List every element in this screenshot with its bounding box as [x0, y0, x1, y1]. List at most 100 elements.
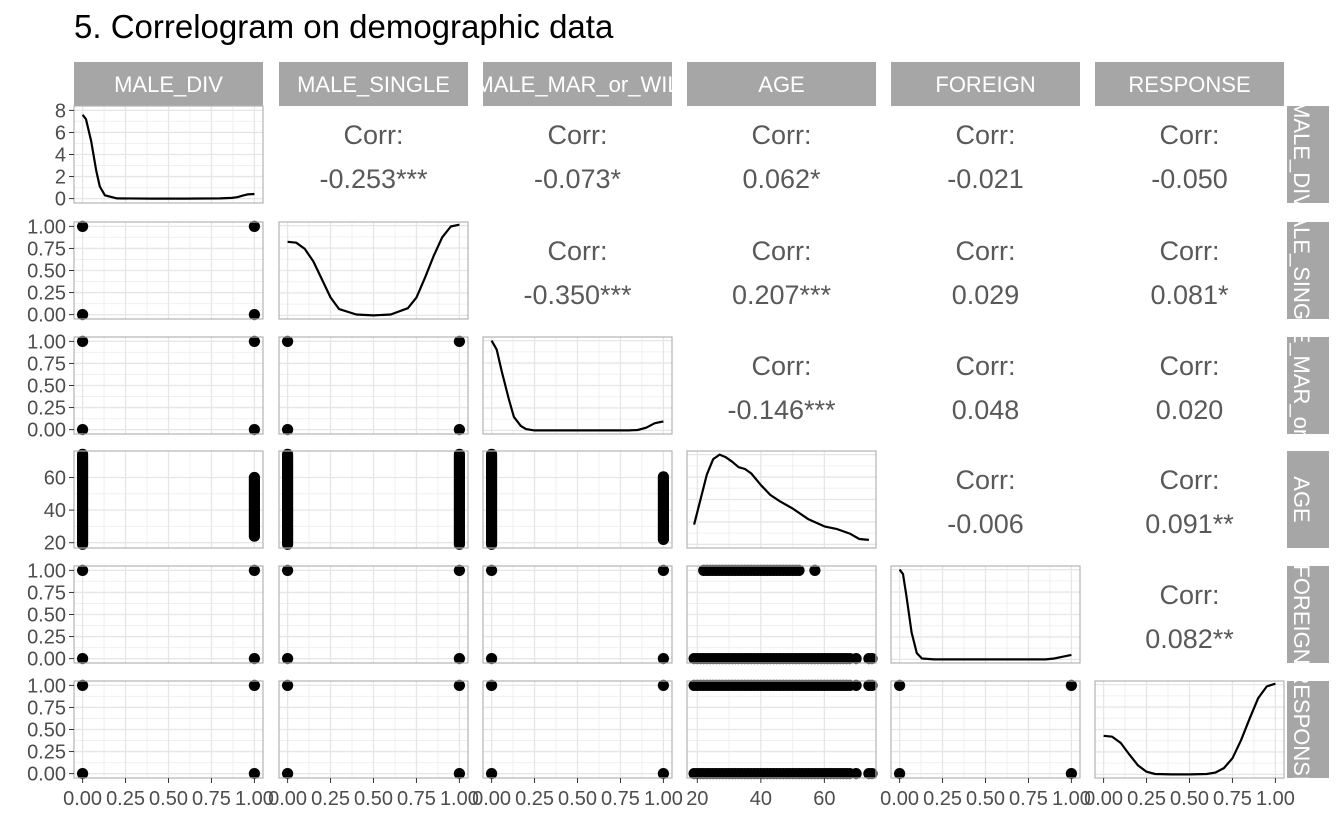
scatter-point: [1065, 768, 1077, 780]
panel-border: [686, 450, 877, 549]
scatter-point: [248, 768, 260, 780]
corr-value: -0.146***: [727, 395, 836, 425]
corr-label: Corr:: [344, 120, 404, 150]
corr-label: Corr:: [956, 465, 1016, 495]
x-tick-label: 0.75: [601, 788, 640, 810]
y-tick-label: 0.75: [27, 697, 66, 719]
y-tick-label: 0.50: [27, 605, 66, 627]
x-tick-label: 0.50: [149, 788, 188, 810]
scatter-point: [793, 564, 805, 577]
density-line-male_single: [287, 223, 460, 317]
corr-value: 0.062*: [742, 164, 821, 194]
scatter-point: [282, 335, 294, 347]
strip-top-label: FOREIGN: [935, 72, 1035, 97]
x-tick-label: 0.25: [923, 788, 962, 810]
scatter-point: [77, 564, 89, 577]
x-tick-label: 0.25: [311, 788, 350, 810]
scatter-point: [77, 220, 89, 232]
panel-border: [890, 565, 1081, 664]
strip-right-male_single: [1287, 222, 1329, 319]
strip-top-label: MALE_MAR_or_WIL: [475, 72, 679, 97]
panel-grid: MALE_DIV MALE_SINGLE MALE_MAR_or_WIL AGE FOR…: [27, 62, 1329, 810]
scatter-point: [486, 448, 498, 460]
density-line-male_mar_or_wil: [490, 340, 664, 432]
scatter-point: [894, 768, 906, 780]
chart-title: 5. Correlogram on demographic data: [74, 8, 614, 45]
y-tick-label: 6: [55, 122, 66, 144]
x-tick-label: 0.50: [354, 788, 393, 810]
corr-value: -0.006: [947, 509, 1024, 539]
scatter-point: [282, 448, 294, 460]
x-tick-label: 0.00: [472, 788, 511, 810]
panel-border: [686, 565, 877, 664]
scatter-point: [453, 335, 465, 347]
y-tick-label: 0.00: [27, 305, 66, 327]
scatter-point: [486, 768, 498, 780]
corr-value: 0.029: [952, 280, 1020, 310]
strip-top-label: MALE_SINGLE: [297, 72, 450, 97]
strip-right-label: FOREIGN: [1289, 564, 1314, 664]
y-tick-label: 0.25: [27, 283, 66, 305]
scatter-point: [77, 424, 89, 436]
scatter-point: [453, 448, 465, 460]
density-line-age: [693, 453, 870, 541]
scatter-point: [486, 679, 498, 692]
corr-value: 0.091**: [1145, 509, 1234, 539]
corr-value: -0.050: [1151, 164, 1228, 194]
x-tick-label: 1.00: [235, 788, 274, 810]
scatter-point: [282, 768, 294, 780]
scatter-point: [866, 679, 878, 692]
corr-label: Corr:: [548, 236, 608, 266]
corr-value: 0.207***: [732, 280, 832, 310]
strip-right-label: RESPONSE: [1289, 668, 1314, 790]
scatter-point: [486, 653, 498, 665]
panel-border: [482, 450, 673, 549]
scatter-point: [894, 679, 906, 692]
panel-border: [482, 565, 673, 664]
x-tick-label: 0.25: [515, 788, 554, 810]
corr-value: 0.020: [1156, 395, 1224, 425]
strip-right-label: MALE_SINGLE: [1289, 194, 1314, 347]
strip-top-label: AGE: [758, 72, 804, 97]
y-tick-label: 0.50: [27, 376, 66, 398]
density-line-response: [1103, 682, 1276, 776]
scatter-point: [248, 309, 260, 321]
x-tick-label: 1.00: [1052, 788, 1091, 810]
panel-border: [278, 336, 469, 435]
x-tick-label: 40: [750, 788, 772, 810]
y-tick-label: 0.00: [27, 764, 66, 786]
corr-label: Corr:: [752, 351, 812, 381]
corr-value: 0.048: [952, 395, 1020, 425]
strip-right-response: [1287, 681, 1329, 778]
scatter-point: [77, 335, 89, 347]
corr-label: Corr:: [548, 120, 608, 150]
x-tick-label: 0.00: [63, 788, 102, 810]
y-tick-label: 1.00: [27, 560, 66, 582]
corr-value: 0.081*: [1150, 280, 1229, 310]
scatter-point: [77, 768, 89, 780]
strip-right-label: AGE: [1289, 476, 1314, 522]
scatter-point: [850, 679, 862, 692]
y-tick-label: 1.00: [27, 216, 66, 238]
corr-label: Corr:: [956, 236, 1016, 266]
y-tick-label: 0.25: [27, 398, 66, 420]
panel-border: [686, 680, 877, 779]
x-tick-label: 0.50: [966, 788, 1005, 810]
scatter-point: [453, 564, 465, 577]
density-line-male_div: [81, 114, 255, 200]
y-tick-label: 0.75: [27, 238, 66, 260]
y-tick-label: 0.50: [27, 261, 66, 283]
y-tick-label: 0.00: [27, 420, 66, 442]
strip-right-label: MALE_DIV: [1289, 100, 1314, 209]
panel-border: [278, 565, 469, 664]
scatter-point: [850, 653, 862, 665]
y-tick-label: 1.00: [27, 331, 66, 353]
x-tick-label: 60: [813, 788, 835, 810]
x-tick-label: 1.00: [644, 788, 683, 810]
scatter-point: [850, 768, 862, 780]
scatter-point: [282, 653, 294, 665]
scatter-point: [282, 424, 294, 436]
x-tick-label: 20: [686, 788, 708, 810]
x-tick-label: 1.00: [1256, 788, 1295, 810]
strip-right-age: [1287, 451, 1329, 548]
